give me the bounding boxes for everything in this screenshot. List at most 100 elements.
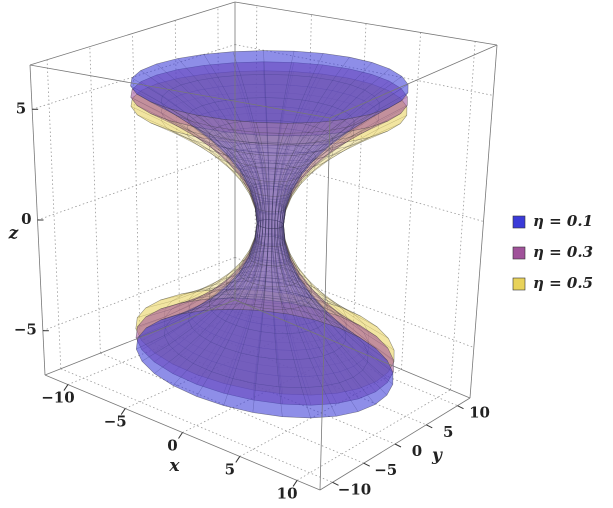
surface-patch: [189, 296, 214, 315]
surface-patch: [257, 203, 262, 222]
surface-patch: [231, 278, 248, 302]
surface-patch: [243, 246, 257, 261]
surface-patch: [331, 84, 366, 111]
surface-patch: [279, 227, 283, 247]
surface-patch: [189, 289, 214, 306]
z-tick-label: 0: [21, 210, 31, 228]
surface-patch: [276, 189, 288, 202]
surface-patch: [271, 213, 276, 229]
surface-patch: [258, 323, 277, 351]
surface-patch: [281, 143, 297, 166]
surface-patch: [261, 281, 285, 290]
surface-patch: [209, 280, 227, 300]
surface-patch: [285, 263, 301, 280]
surface-patch: [286, 129, 307, 152]
surface-patch: [191, 121, 226, 139]
surface-patch: [311, 53, 350, 81]
surface-patch: [241, 173, 253, 193]
surface-patch: [292, 271, 312, 287]
surface-patch: [239, 175, 251, 194]
surface-patch: [282, 207, 287, 228]
surface-patch: [211, 153, 234, 171]
surface-patch: [264, 185, 270, 204]
surface-patch: [248, 141, 263, 164]
surface-patch: [330, 121, 364, 140]
surface-patch: [203, 62, 241, 88]
grid-line: [179, 321, 427, 426]
surface-patch: [241, 169, 254, 190]
surface-patch: [275, 235, 282, 251]
surface-patch: [324, 309, 347, 334]
surface-patch: [331, 77, 372, 104]
x-tick: [235, 456, 241, 463]
surface-patch: [284, 182, 298, 199]
surface-patch: [283, 241, 291, 261]
surface-patch: [293, 165, 316, 179]
surface-patch: [333, 346, 364, 378]
surface-patch: [286, 257, 298, 277]
surface-patch: [350, 62, 391, 91]
surface-patch: [261, 152, 281, 164]
surface-patch: [259, 180, 269, 197]
surface-patch: [284, 193, 292, 211]
surface-patch: [299, 285, 320, 305]
surface-patch: [250, 184, 259, 205]
surface-patch: [284, 254, 296, 274]
surface-patch: [261, 219, 267, 236]
surface-patch: [224, 119, 260, 133]
surface-patch: [285, 193, 292, 211]
surface-patch: [280, 247, 292, 263]
surface-patch: [283, 121, 320, 134]
surface-patch: [226, 269, 242, 287]
surface-patch: [266, 251, 274, 267]
legend-swatch: [512, 277, 526, 291]
surface-patch: [267, 152, 278, 172]
surface-patch: [271, 236, 278, 253]
surface-patch: [265, 105, 285, 129]
surface-patch: [291, 177, 302, 196]
surface-patch: [198, 129, 227, 149]
surface-patch: [254, 222, 258, 241]
surface-patch: [264, 227, 269, 247]
surface-patch: [329, 125, 355, 147]
surface-patch: [271, 201, 278, 215]
surface-patch: [260, 159, 281, 170]
surface-patch: [249, 188, 257, 208]
surface-patch: [160, 289, 199, 301]
surface-patch: [239, 249, 251, 264]
surface-patch: [213, 275, 234, 290]
surface-patch: [349, 106, 380, 131]
surface-patch: [264, 188, 270, 205]
surface-patch: [161, 99, 194, 124]
surface-patch: [312, 307, 342, 326]
surface-patch: [282, 297, 301, 321]
surface-patch: [256, 225, 261, 245]
surface-patch: [271, 203, 277, 221]
surface-patch: [350, 95, 380, 122]
surface-patch: [277, 127, 295, 150]
surface-patch: [304, 291, 325, 315]
surface-patch: [277, 220, 282, 240]
surface-patch: [240, 328, 262, 358]
surface-patch: [279, 227, 283, 245]
surface-patch: [145, 294, 184, 309]
surface-patch: [187, 119, 213, 142]
surface-patch: [268, 162, 276, 184]
surface-patch: [264, 84, 289, 108]
x-tick-label: −5: [104, 413, 127, 431]
surface-patch: [178, 334, 212, 364]
surface-patch: [372, 115, 407, 136]
surface-patch: [204, 293, 240, 300]
surface-patch: [245, 274, 260, 296]
surface-patch: [312, 149, 333, 168]
surface-patch: [223, 359, 257, 391]
surface-patch: [277, 205, 282, 223]
surface-patch: [283, 263, 295, 286]
surface-patch: [259, 204, 264, 221]
surface-patch: [282, 241, 290, 260]
surface-patch: [252, 194, 260, 212]
surface-patch: [275, 262, 286, 283]
surface-patch: [307, 118, 347, 134]
surface-patch: [248, 236, 256, 253]
surface-patch: [153, 335, 194, 365]
